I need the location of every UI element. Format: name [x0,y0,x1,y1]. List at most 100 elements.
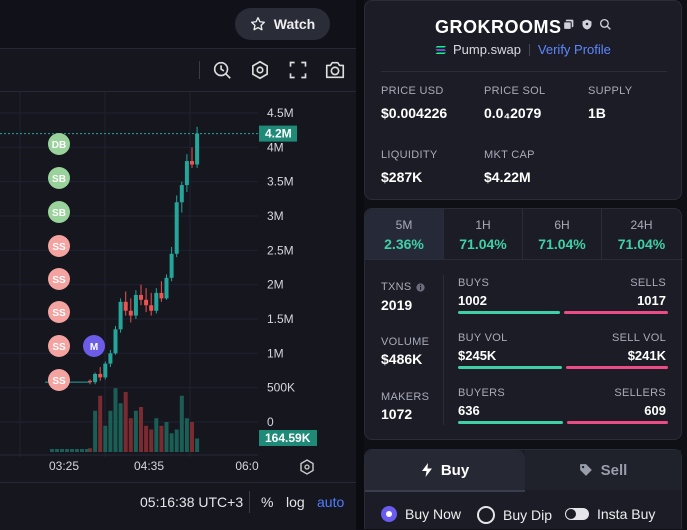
radio-empty-icon [477,506,495,524]
volume-bar [133,410,138,452]
tab-change: 2.36% [384,236,424,252]
tag-icon [579,464,592,476]
tab-buy[interactable]: Buy [365,450,525,492]
candle-body [108,353,113,364]
y-tick-label: 500K [267,381,295,395]
candle-body [98,373,103,378]
tab-change: 71.04% [459,236,507,252]
search-icon[interactable] [599,18,612,31]
buys-label: BUYS [458,277,490,289]
solana-icon [435,45,446,54]
supply-label: SUPPLY [588,85,633,97]
y-tick-label: 1.5M [267,312,294,326]
trade-marker [48,133,70,155]
volume-bar [80,449,84,452]
candle-body [118,301,123,330]
watch-button[interactable]: Watch [235,8,330,40]
y-tick-label: 4M [267,140,284,154]
candle-body [174,202,179,254]
tab-label: 5M [395,218,413,232]
volume-tag: 164.59K [265,431,311,445]
liquidity-value: $287K [381,169,423,185]
info-icon[interactable] [415,282,425,292]
current-price-tag: 4.2M [265,127,292,141]
tab-change: 71.04% [538,236,586,252]
volume-tag-bg [259,430,317,446]
sell-vol-ratio-bar [566,366,668,369]
trade-marker-label: DB [52,140,66,151]
candle-body [113,329,118,354]
tab-6h[interactable]: 6H 71.04% [523,209,602,259]
price-chart[interactable]: 4.5M 4M 3.5M 3M 2.5M 2M 1.5M 1M 500K 0 4.2M 164.59K… [0,92,356,482]
magnet-timeline-icon[interactable] [210,58,234,82]
candle-body [93,373,98,383]
volume-bar [118,403,123,452]
x-tick-label: 03:25 [49,459,79,473]
section-divider [381,71,667,72]
camera-icon[interactable] [323,58,347,82]
toggle-switch[interactable] [565,508,589,520]
volume-bar [154,418,159,452]
shield-icon[interactable] [581,18,593,31]
buy-vol-value: $245K [458,348,497,363]
tab-label: 24H [630,218,653,232]
candle-body [169,253,174,278]
candle-body [144,299,149,306]
candle-body [88,380,92,383]
buy-tab-label: Buy [440,461,470,479]
volume-bar [144,425,149,452]
trade-marker [48,369,70,391]
tab-label: 1H [475,218,491,232]
y-tick-label: 2M [267,278,284,292]
volume-bar [60,449,64,452]
settings-icon[interactable] [248,58,272,82]
candle-body [123,301,128,311]
fullscreen-icon[interactable] [286,58,310,82]
tab-5m[interactable]: 5M 2.36% [365,209,444,259]
sells-label: SELLS [630,277,666,289]
dev-marker-label: M [90,342,98,353]
y-tick-label: 2.5M [267,243,294,257]
auto-toggle[interactable]: auto [317,494,345,510]
candle-body [149,305,154,311]
footer-divider [249,491,250,513]
volume-bar [164,422,169,452]
percent-toggle[interactable]: % [261,494,274,510]
buyers-label: BUYERS [458,387,506,399]
option-buy-dip[interactable]: Buy Dip [477,506,552,524]
tab-sell[interactable]: Sell [525,450,681,490]
option-label: Buy Dip [503,507,553,523]
verify-profile-link[interactable]: Verify Profile [537,42,611,57]
price-sol-value: 0.0₄2079 [484,105,542,121]
y-tick-label: 3M [267,209,284,223]
buy-vol-ratio-bar [458,366,562,369]
timeframe-tabs: 5M 2.36% 1H 71.04% 6H 71.04% 24H 71.04% [365,209,683,260]
candle-body [190,161,194,165]
candle-body [159,292,164,299]
tab-24h[interactable]: 24H 71.04% [602,209,681,259]
log-toggle[interactable]: log [286,494,305,510]
volume-bar [50,449,54,452]
volume-label: VOLUME [381,336,430,348]
option-insta-buy[interactable]: Insta Buy [565,506,655,522]
makers-value: 1072 [381,406,413,422]
trade-marker-label: SS [52,308,66,319]
trade-tabs: Buy Sell [365,450,681,492]
copy-icon[interactable] [562,18,575,31]
volume-bar [195,438,200,452]
volume-bar [98,395,103,452]
candle-body [179,185,184,203]
volume-bar [169,433,174,452]
candle-body [154,292,159,311]
chart-toolbar [0,49,356,92]
trade-marker [48,301,70,323]
tab-1h[interactable]: 1H 71.04% [444,209,523,259]
star-icon [250,17,265,31]
candle-body [103,363,108,378]
y-tick-label: 1M [267,346,284,360]
price-usd-label: PRICE USD [381,85,444,97]
axis-settings-icon[interactable] [300,459,314,475]
option-buy-now[interactable]: Buy Now [381,506,461,522]
trade-marker [48,201,70,223]
sell-vol-label: SELL VOL [612,332,666,344]
